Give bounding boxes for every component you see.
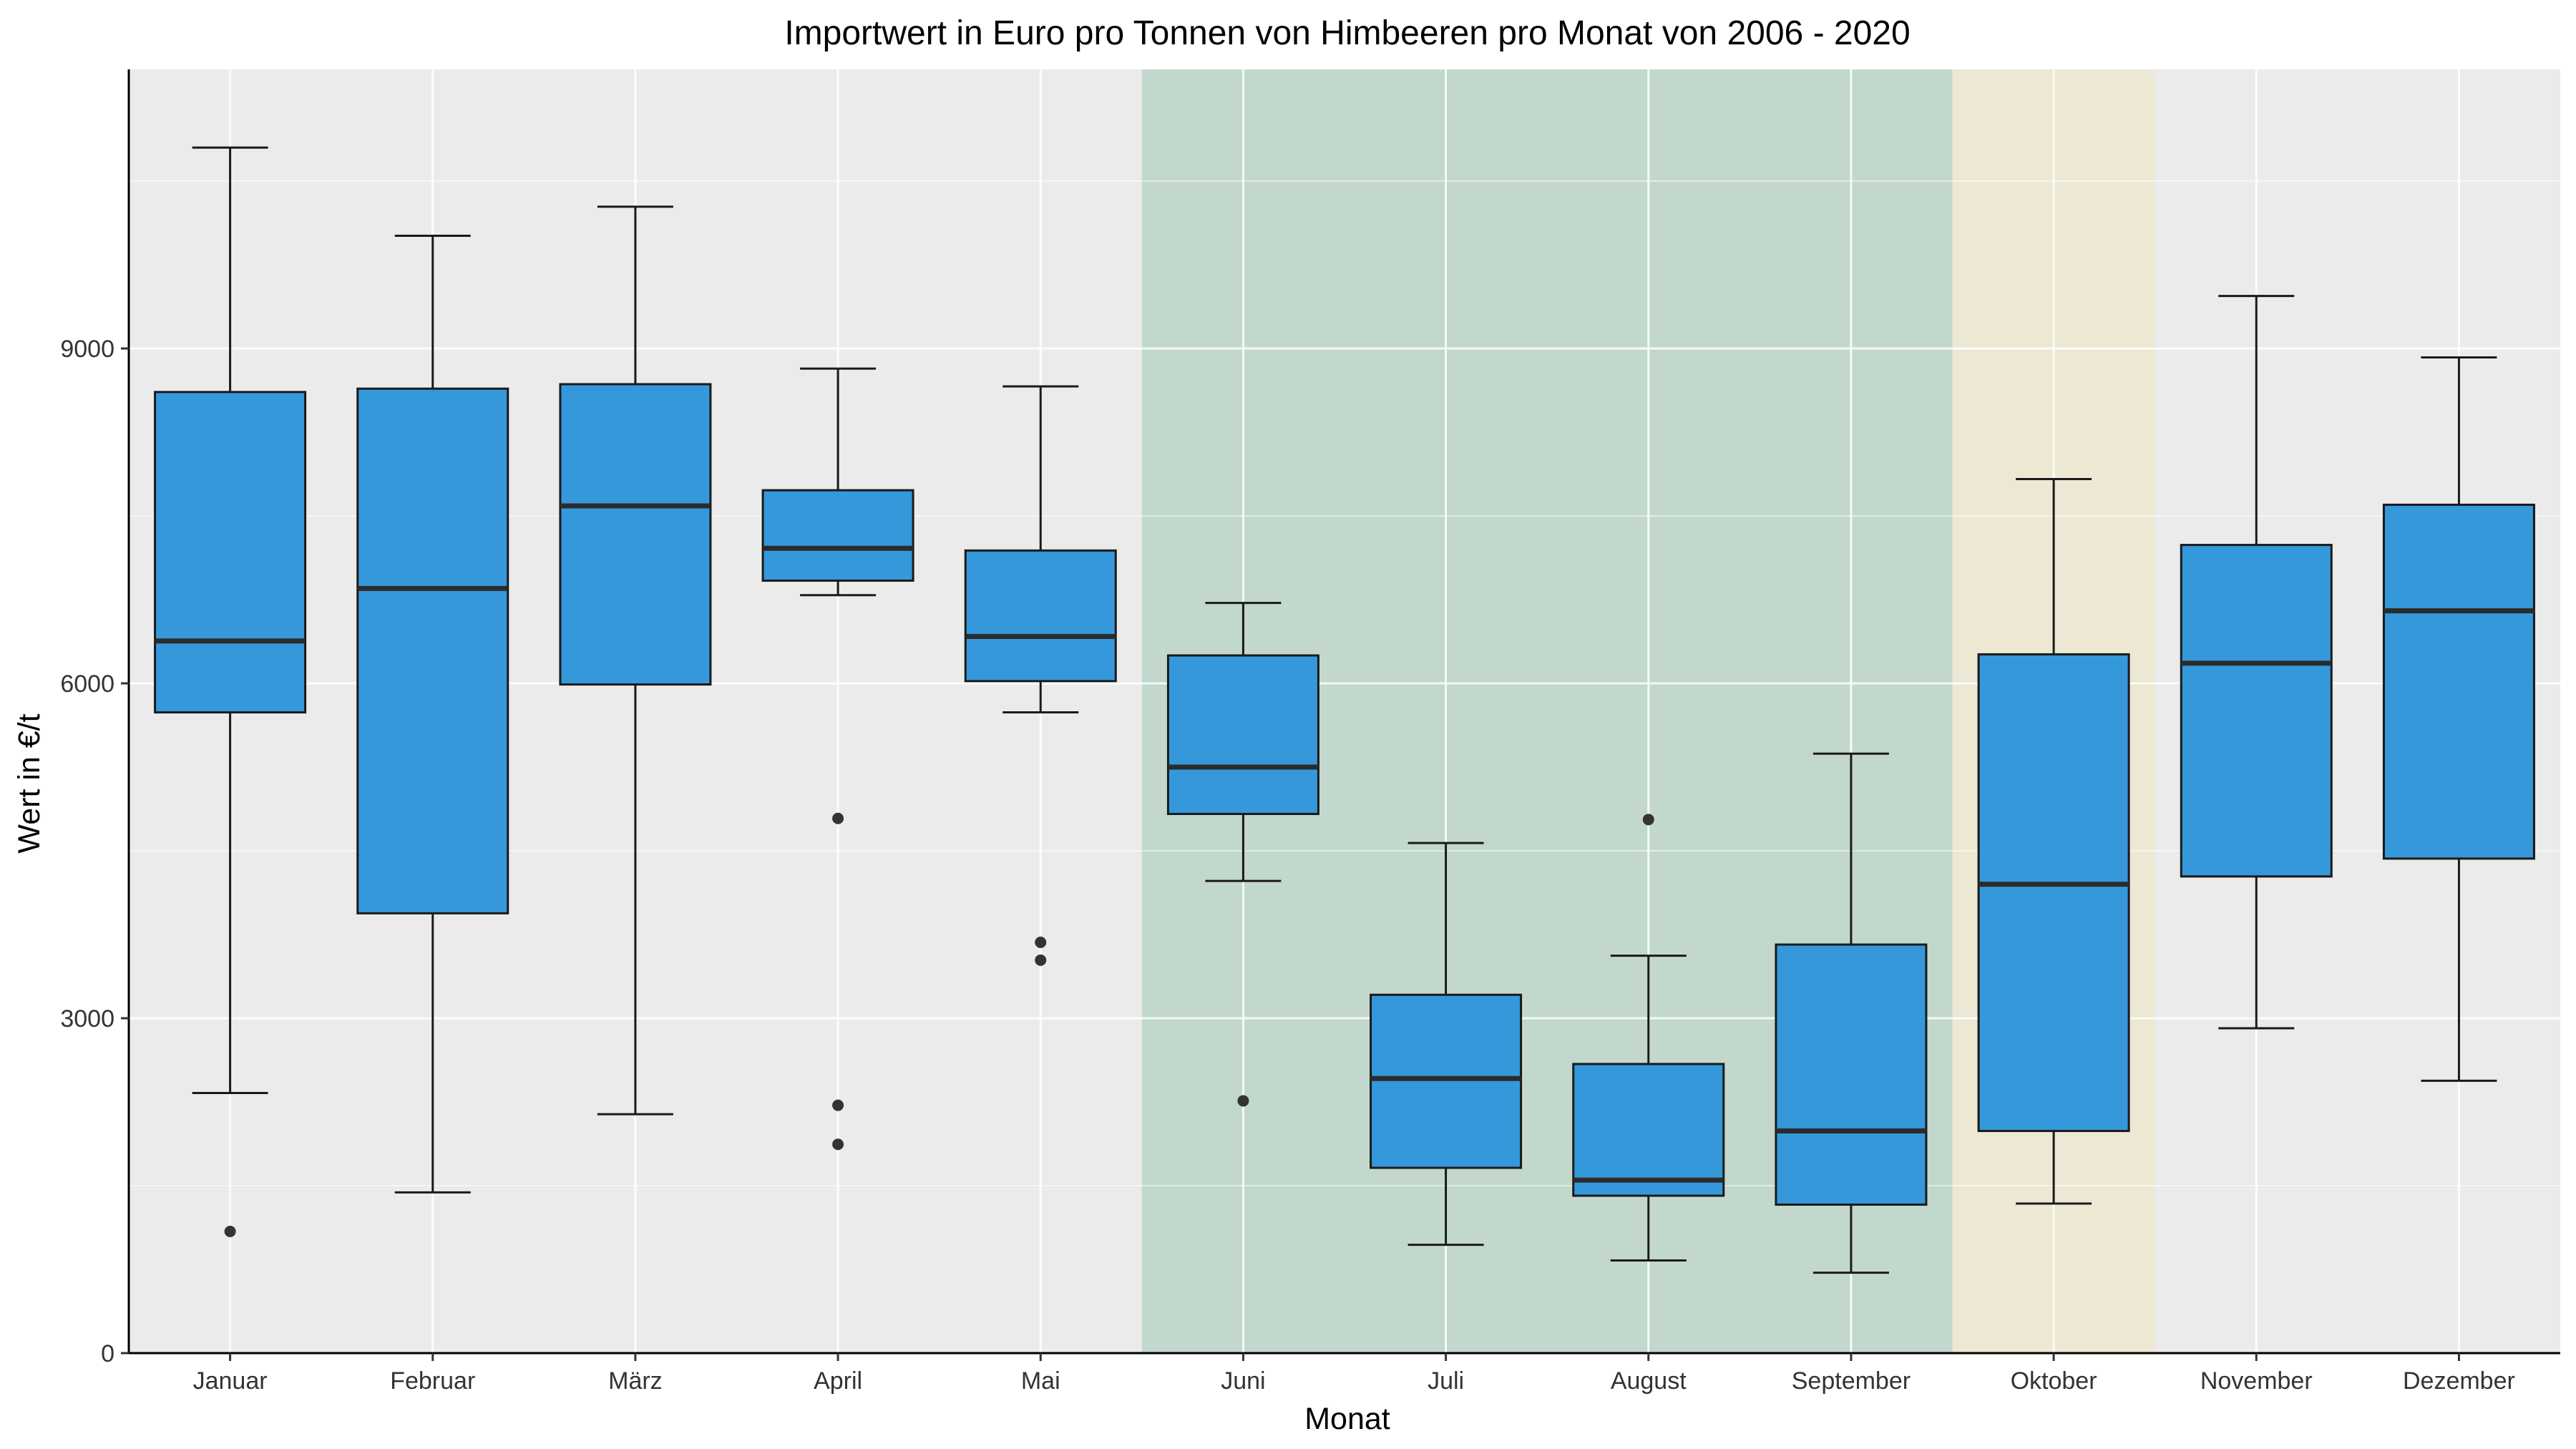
- y-tick-label: 6000: [60, 670, 114, 698]
- box-iqr: [761, 489, 914, 582]
- box-April: [761, 367, 914, 1151]
- box-November: [2180, 295, 2333, 1030]
- y-axis-title: Wert in €/t: [12, 713, 47, 853]
- x-tick-label-Februar: Februar: [390, 1367, 475, 1395]
- box-August: [1572, 814, 1725, 1262]
- box-iqr: [1572, 1063, 1725, 1197]
- outlier-point: [832, 1138, 844, 1151]
- box-Januar: [154, 146, 307, 1237]
- box-Februar: [356, 234, 509, 1194]
- x-tick-label-Juli: Juli: [1428, 1367, 1464, 1395]
- box-Juni: [1166, 602, 1319, 1107]
- x-axis-title: Monat: [1304, 1402, 1390, 1436]
- tick-labels: 0 3000 6000 9000 Januar Februar März April Mai Ju…: [60, 336, 2514, 1395]
- y-tick-label: 3000: [60, 1005, 114, 1033]
- outlier-point: [1035, 936, 1047, 948]
- box-iqr: [1166, 654, 1319, 816]
- outlier-point: [224, 1225, 236, 1237]
- box-iqr: [964, 549, 1117, 683]
- box-März: [559, 205, 712, 1116]
- box-iqr: [1977, 653, 2130, 1133]
- box-September: [1775, 752, 1928, 1274]
- x-tick-label-April: April: [814, 1367, 862, 1395]
- box-iqr: [559, 383, 712, 686]
- outlier-point: [1035, 954, 1047, 966]
- outlier-point: [832, 812, 844, 824]
- box-iqr: [154, 391, 307, 714]
- box-Juli: [1370, 841, 1523, 1246]
- box-iqr: [2180, 544, 2333, 878]
- x-tick-label-September: September: [1792, 1367, 1911, 1395]
- x-tick-label-August: August: [1611, 1367, 1687, 1395]
- plot-panel: [129, 69, 2560, 1353]
- outlier-point: [832, 1099, 844, 1111]
- x-tick-label-Dezember: Dezember: [2403, 1367, 2515, 1395]
- x-tick-label-Oktober: Oktober: [2011, 1367, 2097, 1395]
- x-tick-label-November: November: [2200, 1367, 2313, 1395]
- x-tick-label-Januar: Januar: [193, 1367, 268, 1395]
- box-Mai: [964, 385, 1117, 966]
- axes: [127, 69, 2560, 1355]
- x-tick-label-März: März: [608, 1367, 663, 1395]
- chart-title: Importwert in Euro pro Tonnen von Himbee…: [784, 14, 1910, 52]
- y-tick-label: 9000: [60, 336, 114, 363]
- x-tick-label-Juni: Juni: [1221, 1367, 1265, 1395]
- boxes: [154, 146, 2535, 1274]
- box-Oktober: [1977, 478, 2130, 1205]
- box-iqr: [2382, 503, 2535, 860]
- box-iqr: [1775, 943, 1928, 1206]
- x-tick-label-Mai: Mai: [1021, 1367, 1060, 1395]
- box-iqr: [1370, 993, 1523, 1169]
- box-iqr: [356, 387, 509, 914]
- box-Dezember: [2382, 356, 2535, 1082]
- y-tick-label: 0: [101, 1340, 114, 1367]
- outlier-point: [1237, 1095, 1249, 1107]
- outlier-point: [1642, 814, 1654, 826]
